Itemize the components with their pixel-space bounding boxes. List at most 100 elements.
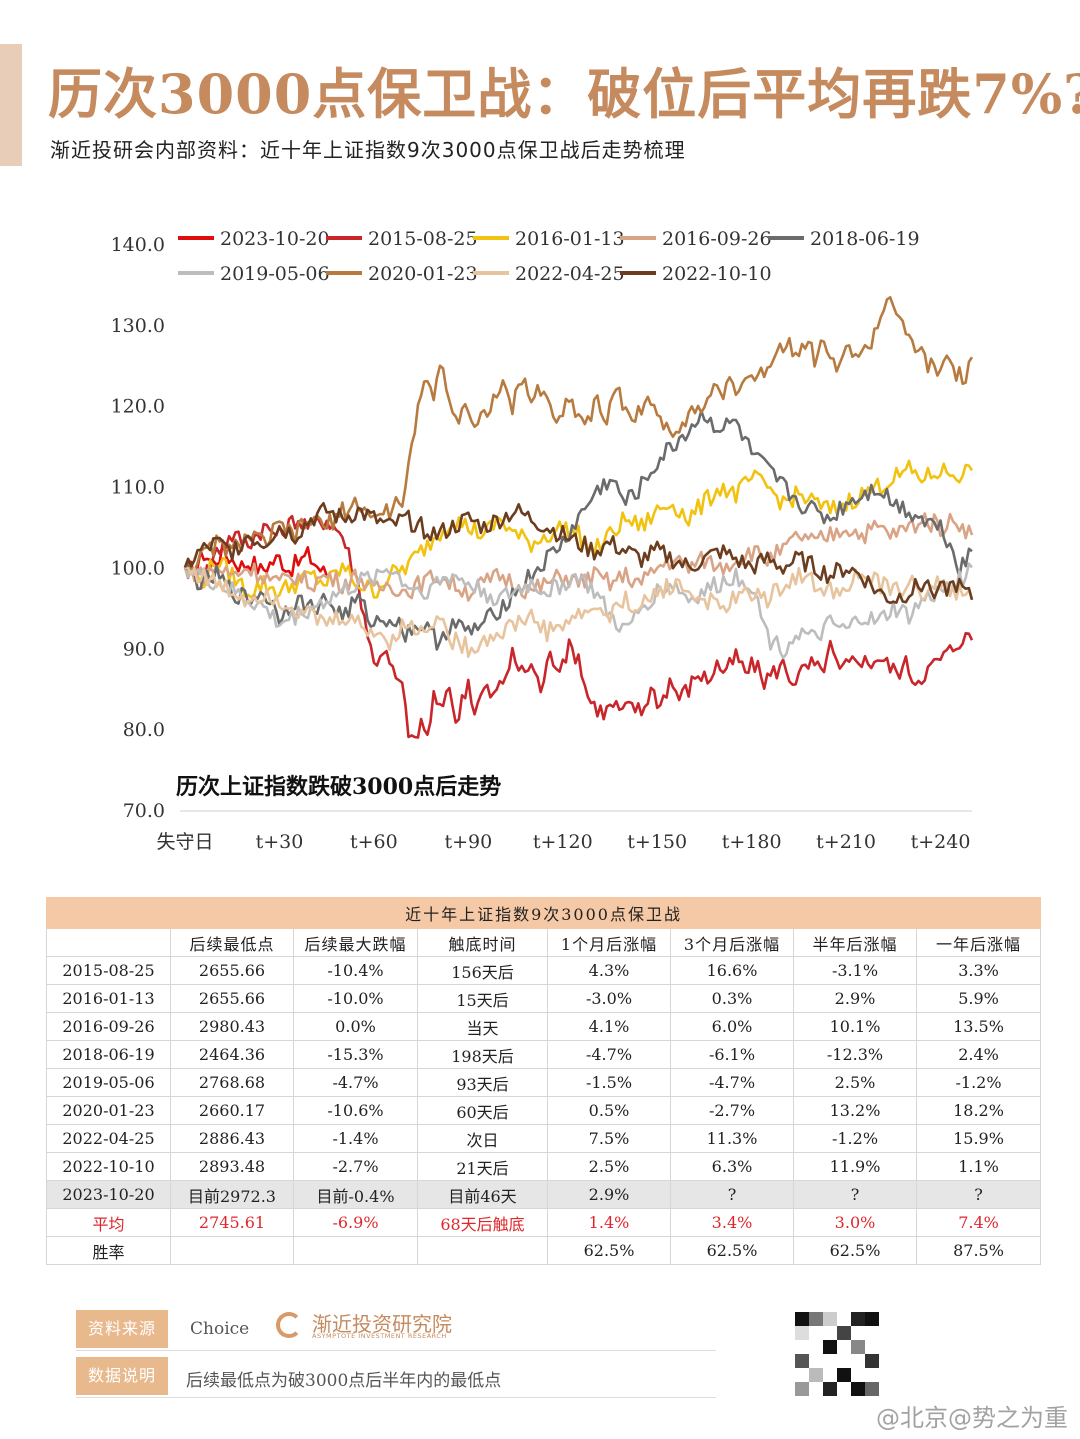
table-cell: 0.5%: [547, 1096, 671, 1125]
legend-label: 2019-05-06: [220, 263, 330, 285]
x-tick-label: 失守日: [156, 831, 213, 853]
table-header-row: 后续最低点 后续最大跌幅 触底时间 1个月后涨幅 3个月后涨幅 半年后涨幅 一年后涨幅: [46, 928, 1042, 957]
y-tick-label: 110.0: [111, 477, 165, 499]
qr-code-icon: [795, 1312, 881, 1398]
table-cell: -3.0%: [547, 984, 671, 1013]
table-cell: 次日: [417, 1124, 548, 1153]
y-tick-label: 70.0: [123, 800, 165, 822]
table-cell: -12.3%: [793, 1040, 917, 1069]
note-text: 后续最低点为破3000点后半年内的最低点: [186, 1371, 502, 1391]
table-cell: 13.2%: [793, 1096, 917, 1125]
x-tick-label: t+120: [533, 831, 593, 853]
table-cell: 当天: [417, 1012, 548, 1041]
line-chart: 140.0 130.0 120.0 110.0 100.0 90.0 80.0 70.0 失守日…: [111, 228, 974, 853]
table-cell: 2464.36: [170, 1040, 294, 1069]
table-cell: 2980.43: [170, 1012, 294, 1041]
table-cell: -3.1%: [793, 956, 917, 985]
table-cell: 2886.43: [170, 1124, 294, 1153]
table-cell: 2022-10-10: [46, 1152, 171, 1181]
logo-text: 渐近投资研究院: [312, 1312, 452, 1336]
y-tick-label: 90.0: [123, 638, 165, 660]
table-cell: 2893.48: [170, 1152, 294, 1181]
table-cell: -1.2%: [793, 1124, 917, 1153]
table-cell: -2.7%: [293, 1152, 418, 1181]
watermark: @北京@势之为重: [876, 1404, 1068, 1432]
table-cell: ?: [915, 1180, 1042, 1209]
table-cell: 2018-06-19: [46, 1040, 171, 1069]
table-cell: 10.1%: [793, 1012, 917, 1041]
legend-label: 2022-04-25: [515, 263, 625, 285]
y-tick-label: 130.0: [111, 315, 165, 337]
y-tick-label: 140.0: [111, 234, 165, 256]
table-header-cell: 半年后涨幅: [793, 928, 917, 957]
note-tag: 数据说明: [76, 1357, 168, 1395]
table-cell: 6.3%: [670, 1152, 794, 1181]
table-row: 胜率 62.5% 62.5% 62.5% 87.5%: [46, 1236, 1042, 1265]
legend-label: 2023-10-20: [220, 228, 330, 250]
x-tick-label: t+210: [816, 831, 876, 853]
table-cell: -6.1%: [670, 1040, 794, 1069]
title-accent-bar: [0, 44, 22, 166]
table-cell: 2.9%: [547, 1180, 671, 1209]
table-row: 2015-08-25 2655.66 -10.4% 156天后 4.3% 16.6% -3.…: [46, 956, 1042, 985]
table-cell: 2.5%: [547, 1152, 671, 1181]
table-cell: 2016-01-13: [46, 984, 171, 1013]
table-cell: [293, 1236, 418, 1265]
footer-divider-2: [76, 1397, 716, 1398]
table-cell: 62.5%: [670, 1236, 794, 1265]
footer-divider: [76, 1350, 716, 1351]
table-cell: 87.5%: [915, 1236, 1042, 1265]
table-cell: 62.5%: [547, 1236, 671, 1265]
table-cell: 胜率: [46, 1236, 171, 1265]
page-title: 历次3000点保卫战：破位后平均再跌7%?: [48, 62, 1080, 126]
table-cell: 15天后: [417, 984, 548, 1013]
table-cell: 4.1%: [547, 1012, 671, 1041]
logo-subtext: ASYMPTOTE INVESTMENT RESEARCH: [312, 1332, 447, 1340]
table-cell: 11.9%: [793, 1152, 917, 1181]
table-cell: 目前2972.3: [170, 1180, 294, 1209]
legend-label: 2018-06-19: [810, 228, 920, 250]
table-cell: 4.3%: [547, 956, 671, 985]
table-row: 2019-05-06 2768.68 -4.7% 93天后 -1.5% -4.7% 2.5%…: [46, 1068, 1042, 1097]
summary-table-wrapper: 近十年上证指数9次3000点保卫战 后续最低点 后续最大跌幅 触底时间 1个月后涨幅 3…: [45, 897, 1042, 1265]
source-text: Choice: [190, 1319, 250, 1339]
series-line-2016-09-26: [184, 512, 974, 602]
x-tick-label: t+150: [627, 831, 687, 853]
table-cell: -1.5%: [547, 1068, 671, 1097]
table-cell: 156天后: [417, 956, 548, 985]
table-cell: 6.0%: [670, 1012, 794, 1041]
table-row: 2020-01-23 2660.17 -10.6% 60天后 0.5% -2.7% 13.2…: [46, 1096, 1042, 1125]
table-header-cell: 3个月后涨幅: [670, 928, 794, 957]
table-cell: 3.4%: [670, 1208, 794, 1237]
table-row: 2022-10-10 2893.48 -2.7% 21天后 2.5% 6.3% 11.9% 1…: [46, 1152, 1042, 1181]
table-cell: -4.7%: [293, 1068, 418, 1097]
y-tick-label: 100.0: [111, 557, 165, 579]
table-cell: -6.9%: [293, 1208, 418, 1237]
table-cell: 3.3%: [915, 956, 1042, 985]
y-tick-label: 120.0: [111, 396, 165, 418]
table-body: 2015-08-25 2655.66 -10.4% 156天后 4.3% 16.6% -3.…: [46, 956, 1042, 1265]
table-cell: 0.3%: [670, 984, 794, 1013]
series-line-2022-04-25: [184, 566, 974, 658]
table-cell: 11.3%: [670, 1124, 794, 1153]
series-line-2018-06-19: [184, 409, 973, 651]
table-cell: 0.0%: [293, 1012, 418, 1041]
table-cell: -4.7%: [670, 1068, 794, 1097]
table-cell: 2.9%: [793, 984, 917, 1013]
legend-label: 2022-10-10: [662, 263, 772, 285]
table-cell: 16.6%: [670, 956, 794, 985]
x-tick-label: t+180: [722, 831, 782, 853]
table-cell: 3.0%: [793, 1208, 917, 1237]
table-cell: 21天后: [417, 1152, 548, 1181]
table-cell: 2015-08-25: [46, 956, 171, 985]
table-cell: 18.2%: [915, 1096, 1042, 1125]
table-cell: -2.7%: [670, 1096, 794, 1125]
series-line-2022-10-10: [183, 502, 974, 605]
table-cell: ?: [670, 1180, 794, 1209]
table-header-cell: 1个月后涨幅: [547, 928, 671, 957]
table-cell: 5.9%: [915, 984, 1042, 1013]
table-cell: -1.2%: [915, 1068, 1042, 1097]
table-cell: 2655.66: [170, 956, 294, 985]
table-cell: 13.5%: [915, 1012, 1042, 1041]
table-cell: [417, 1236, 548, 1265]
